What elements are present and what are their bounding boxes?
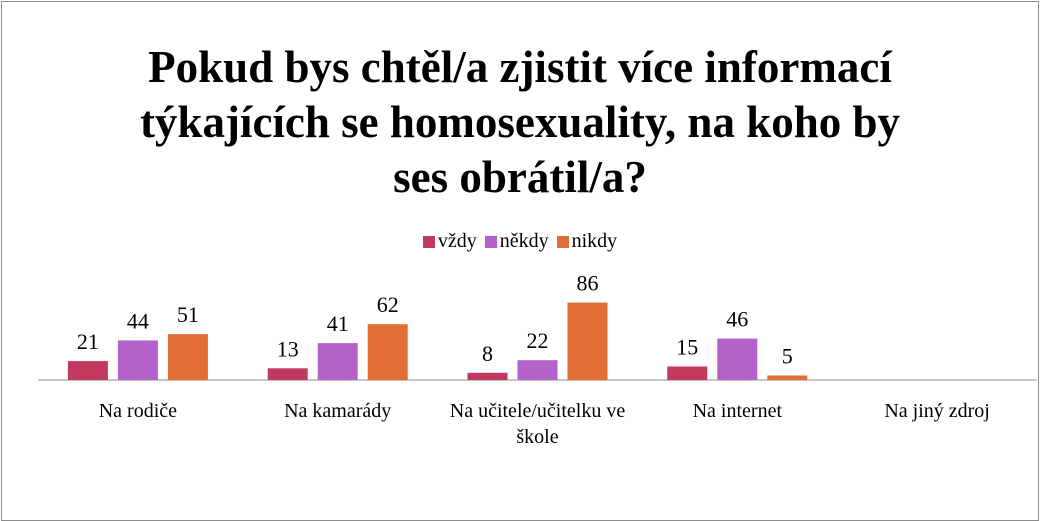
- bar: [167, 334, 208, 380]
- x-tick-label: Na učitele/učitelku ve škole: [449, 400, 626, 448]
- bar: [517, 360, 558, 380]
- x-tick-label-box: Na kamarády: [284, 400, 392, 422]
- legend: vždy někdy nikdy: [0, 230, 1040, 253]
- legend-label: někdy: [499, 230, 549, 252]
- bar: [67, 361, 108, 380]
- x-tick-label: Na internet: [692, 400, 782, 422]
- legend-swatch: [556, 235, 569, 248]
- chart-title: Pokud bys chtěl/a zjistit více informací…: [139, 42, 901, 202]
- bar: [317, 343, 358, 380]
- data-label: 8: [482, 341, 493, 366]
- bar: [117, 340, 158, 380]
- chart: Na rodiče 21 44 51 Na kamarády 13 41 62 Na učite…: [38, 271, 1037, 448]
- bar: [267, 368, 308, 380]
- data-label: 13: [277, 336, 299, 361]
- legend-swatch: [484, 235, 497, 248]
- x-tick-label-box: Na jiný zdroj: [884, 400, 990, 422]
- legend-label: vždy: [437, 230, 477, 252]
- x-tick-label: Na kamarády: [284, 400, 392, 422]
- data-label: 44: [127, 308, 149, 333]
- data-label: 62: [377, 292, 399, 317]
- bar: [667, 366, 708, 380]
- legend-label: nikdy: [571, 230, 618, 252]
- data-label: 51: [177, 302, 199, 327]
- bar: [717, 338, 758, 380]
- data-label: 15: [676, 335, 698, 360]
- legend-item: vždy: [422, 230, 477, 253]
- bar: [767, 375, 808, 380]
- x-tick-label-box: Na rodiče: [98, 400, 178, 422]
- bar: [467, 372, 508, 380]
- legend-item: nikdy: [556, 230, 618, 253]
- bar: [367, 324, 408, 380]
- data-label: 21: [77, 329, 99, 354]
- bar: [567, 302, 608, 380]
- data-label: 41: [327, 311, 349, 336]
- legend-swatch: [422, 235, 435, 248]
- x-tick-label-box: Na internet: [692, 400, 782, 422]
- data-label: 46: [726, 307, 748, 332]
- x-tick-label-box: Na učitele/učitelku ve škole: [449, 400, 626, 448]
- data-label: 86: [577, 271, 599, 296]
- x-tick-label: Na jiný zdroj: [884, 400, 990, 422]
- x-tick-label: Na rodiče: [98, 400, 178, 422]
- data-label: 22: [527, 328, 549, 353]
- legend-item: někdy: [484, 230, 549, 253]
- data-label: 5: [782, 344, 793, 369]
